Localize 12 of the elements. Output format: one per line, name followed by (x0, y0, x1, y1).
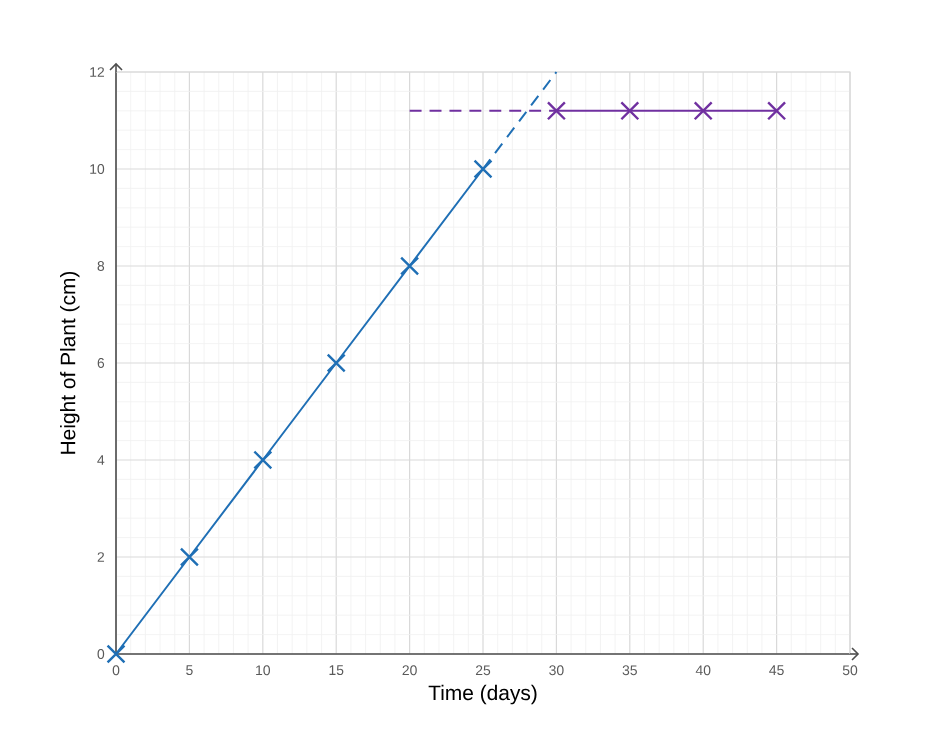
point (766, 101, 787, 121)
y-axis-title: Height of Plant (cm) (60, 271, 80, 454)
point (620, 101, 640, 121)
x-axis-title: Time (days) (428, 684, 537, 705)
point (179, 547, 200, 567)
point (473, 159, 493, 179)
point (546, 101, 567, 121)
point (253, 450, 273, 470)
point (693, 101, 713, 121)
point (106, 644, 126, 664)
point (326, 353, 346, 373)
point (399, 256, 420, 276)
